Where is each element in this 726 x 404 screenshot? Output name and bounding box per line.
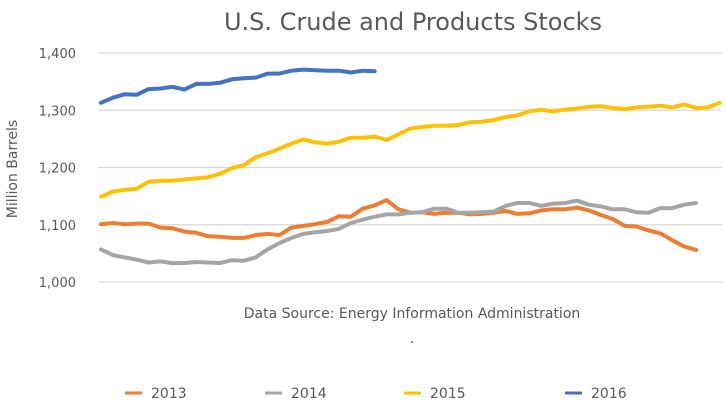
y-axis-label: Million Barrels <box>5 120 21 218</box>
legend-item-2013: 2013 <box>125 386 187 402</box>
y-tick-label: 1,400 <box>39 47 76 62</box>
legend: 2013 2014 2015 2016 <box>125 386 627 402</box>
legend-label: 2014 <box>291 386 327 402</box>
annotation-dot: . <box>410 331 414 347</box>
legend-label: 2016 <box>591 386 627 402</box>
y-tick-label: 1,000 <box>39 276 76 291</box>
y-tick-label: 1,300 <box>39 104 76 119</box>
series-line-2013 <box>99 198 698 252</box>
legend-item-2016: 2016 <box>565 386 627 402</box>
y-tick-label: 1,200 <box>39 162 76 177</box>
chart-title: U.S. Crude and Products Stocks <box>224 8 602 36</box>
legend-item-2015: 2015 <box>404 386 466 402</box>
legend-item-2014: 2014 <box>265 386 327 402</box>
series-line-2016 <box>99 67 377 105</box>
series-line-2014 <box>99 198 698 266</box>
data-source-annotation: Data Source: Energy Information Administ… <box>244 306 581 322</box>
series-lines <box>99 67 722 266</box>
series-line-2015 <box>99 100 722 199</box>
legend-label: 2013 <box>151 386 187 402</box>
y-tick-label: 1,100 <box>39 219 76 234</box>
legend-label: 2015 <box>430 386 466 402</box>
y-axis-ticks: 1,000 1,100 1,200 1,300 1,400 <box>39 47 76 291</box>
